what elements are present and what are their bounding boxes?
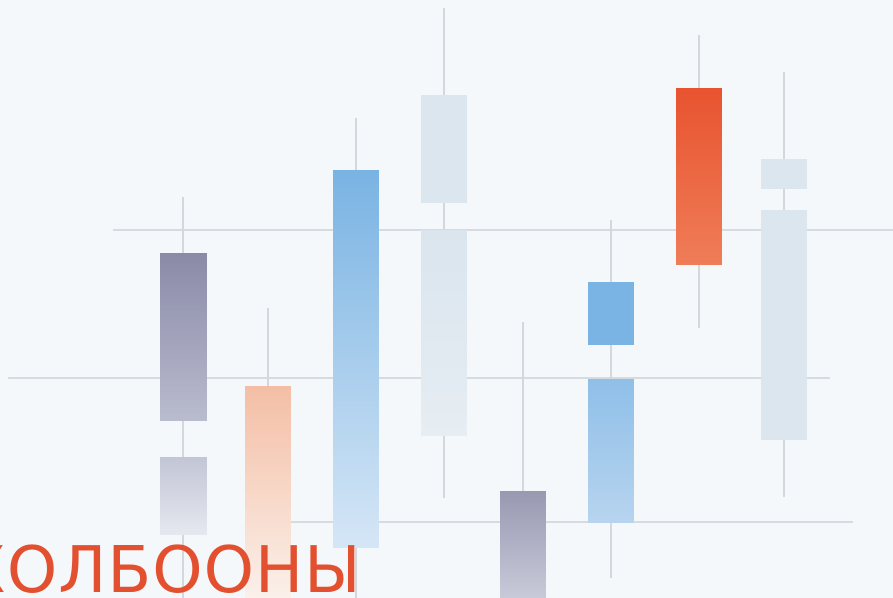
candle [588,282,634,345]
candle [421,230,467,436]
candle [160,253,207,421]
candle [761,210,807,440]
candle [245,386,291,598]
headline: ХОЛБООНЫ [0,534,362,598]
candle [421,95,467,203]
candle [761,159,807,189]
candle [160,457,207,535]
candle [676,88,722,265]
candle [333,170,379,548]
candle [588,379,634,523]
candle [500,491,546,598]
candles [160,8,807,598]
